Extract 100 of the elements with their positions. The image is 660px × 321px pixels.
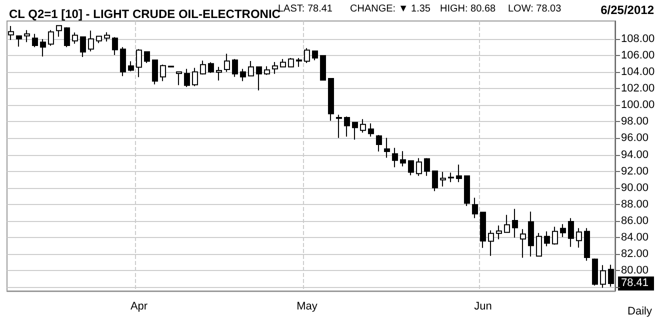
candlestick [304,48,310,64]
candlestick [336,114,342,138]
candlestick [88,30,94,52]
y-tick-label: 84.00 [621,231,649,244]
candlestick [496,224,502,240]
candlestick [312,50,318,61]
candlestick [16,35,22,48]
candlestick [112,36,118,56]
candlestick [248,60,254,76]
x-tick-label: Jun [474,300,492,312]
candlestick [240,68,246,82]
candlestick [552,226,558,246]
candlestick [48,30,54,46]
text: Daily [628,306,652,318]
candlestick [128,60,134,72]
candlestick [120,46,126,77]
candlestick [40,38,46,58]
candlestick [160,64,166,82]
candlestick [32,33,38,48]
candlestick [376,134,382,152]
text: HIGH: 80.68 [440,4,496,14]
candlestick [472,197,478,219]
candlestick [560,224,566,238]
candlestick [400,150,406,167]
candlestick [72,32,78,44]
candlestick [216,66,222,81]
y-tick-label: 100.00 [621,99,655,112]
candlestick [176,71,182,86]
candlestick [600,264,606,288]
candlestick [528,211,534,257]
candlestick [328,78,334,122]
y-tick-label: 92.00 [621,165,649,178]
x-tick-label: May [296,300,318,312]
candlestick [24,30,30,43]
candlestick [360,118,366,134]
candlestick [568,218,574,248]
candlestick [608,264,614,288]
candlestick [208,62,214,74]
y-tick-label: 98.00 [621,116,649,128]
candlestick [256,66,262,91]
y-tick-label: 90.00 [621,182,649,194]
y-tick-label: 104.00 [621,66,655,78]
candlestick [592,258,598,286]
candlestick [432,170,438,192]
candlestick [296,57,302,68]
candlestick [80,36,86,58]
candlestick [64,26,70,48]
y-tick-label: 96.00 [621,132,649,144]
candlestick [456,164,462,183]
text: CHANGE: ▼ 1.35 [350,4,431,14]
candlestick [8,25,14,40]
candlestick [192,67,198,87]
candlestick [232,58,238,78]
candlestick [544,230,550,247]
y-tick-label: 88.00 [621,198,649,210]
y-tick-label: 106.00 [621,50,655,62]
y-tick-label: 94.00 [621,148,649,161]
y-tick-label: 108.00 [621,33,655,46]
candlestick [464,175,470,206]
candlestick [352,122,358,140]
candlestick [576,228,582,248]
candlestick [136,48,142,78]
annotation: 78.41 [621,276,649,289]
candlestick [408,160,414,176]
y-tick-label: 82.00 [621,248,649,260]
candlestick [184,68,190,88]
candlestick [440,171,446,187]
text: LOW: 78.03 [508,4,562,14]
candlestick [504,214,510,233]
candlestick [288,57,294,68]
candlestick [488,230,494,256]
candlestick [264,66,270,76]
candlestick [392,147,398,168]
candlestick [416,158,422,176]
candlestick [384,137,390,158]
y-tick-label: 80.00 [621,264,649,276]
candlestick [104,32,110,42]
candlestick [584,228,590,262]
candlestick [320,55,326,81]
candlestick [480,212,486,248]
candlestick [272,61,278,74]
candlestick [200,60,206,76]
candlestick [344,116,350,138]
candlestick [152,59,158,85]
candlestick [224,53,230,72]
candlestick [368,122,374,138]
candlestick [56,25,62,38]
candlestick [520,228,526,258]
y-tick-label: 86.00 [621,214,649,227]
text: 6/25/2012 [600,3,654,17]
text: LAST: 78.41 [278,4,333,14]
x-tick-label: Apr [130,300,148,312]
candlestick [96,36,102,44]
candlestick [536,232,542,257]
candlestick [512,208,518,238]
y-tick-label: 102.00 [621,82,655,95]
candlestick [280,58,286,68]
candlestick [448,172,454,183]
candlestick [144,51,150,64]
candlestick [424,158,430,176]
